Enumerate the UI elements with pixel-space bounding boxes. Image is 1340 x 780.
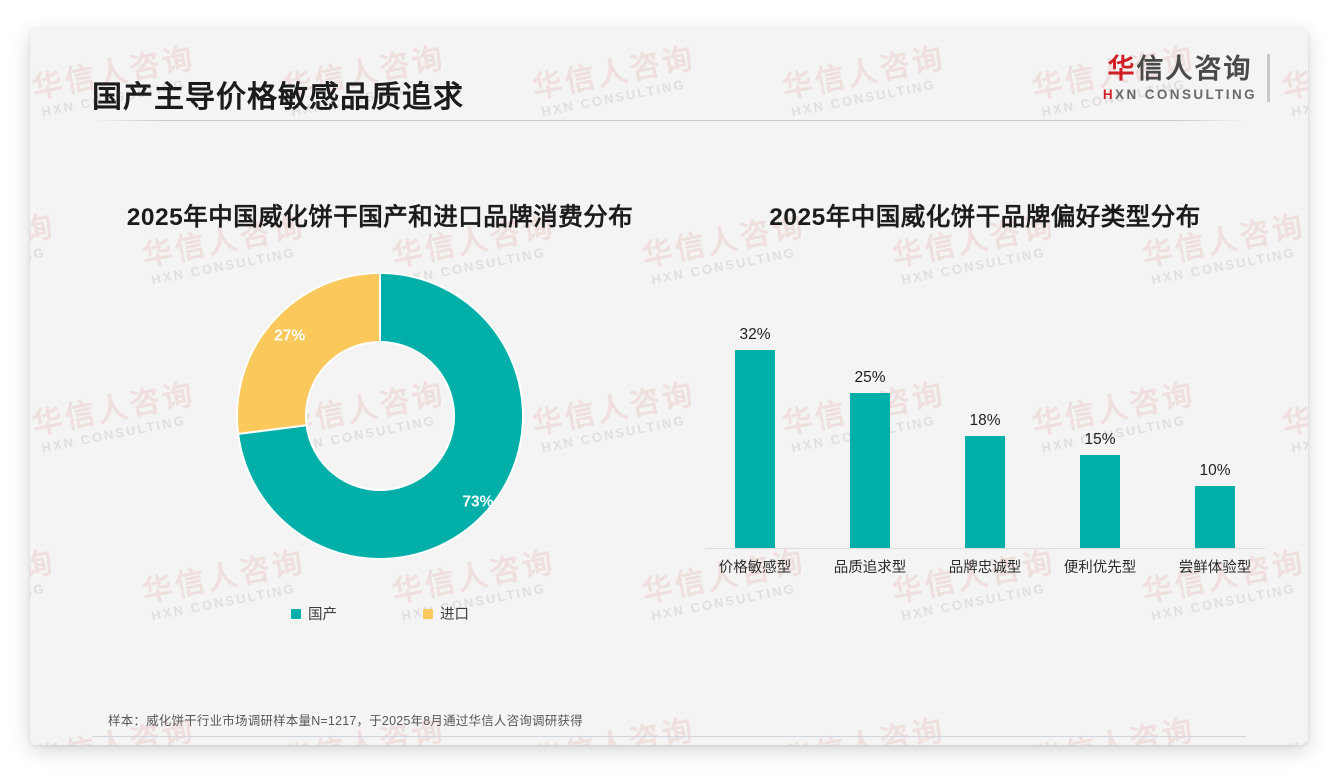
slide-body: 2025年中国威化饼干国产和进口品牌消费分布 73% 27% 国产 进口 bbox=[30, 148, 1308, 688]
bar-value-label: 25% bbox=[854, 369, 886, 386]
pie-chart-title: 2025年中国威化饼干国产和进口品牌消费分布 bbox=[126, 204, 634, 231]
bar-value-label: 15% bbox=[1084, 431, 1116, 448]
footer-divider bbox=[92, 736, 1246, 737]
donut-slice-imported[interactable] bbox=[236, 271, 381, 436]
bar-column: 18% bbox=[935, 270, 1035, 548]
bar-category-label: 价格敏感型 bbox=[718, 560, 792, 576]
donut-svg: 73% 27% bbox=[236, 271, 524, 560]
pie-legend: 国产 进口 bbox=[291, 603, 469, 624]
bar-value-label: 32% bbox=[739, 325, 771, 343]
bar-rect[interactable] bbox=[735, 349, 775, 548]
bar-column: 32% bbox=[705, 270, 805, 548]
donut-slice-domestic[interactable] bbox=[237, 271, 524, 560]
bar-rect[interactable] bbox=[965, 436, 1005, 548]
slide-footer: ©2025.10 HXR华信人咨询 www.hxrcon.com bbox=[30, 740, 1308, 745]
bar-category-label: 品牌忠诚型 bbox=[948, 560, 1022, 576]
bar-category-label: 尝鲜体验型 bbox=[1178, 560, 1252, 576]
chart-panel-bar: 2025年中国威化饼干品牌偏好类型分布 32% 25% 18% 15% 10% 价格敏感… bbox=[685, 148, 1285, 688]
chart-panel-pie: 2025年中国威化饼干国产和进口品牌消费分布 73% 27% 国产 进口 bbox=[75, 148, 685, 688]
slide-header: 国产主导价格敏感品质追求 华信人咨询 HXN CONSULTING bbox=[30, 28, 1308, 120]
bar-value-label: 10% bbox=[1199, 462, 1231, 479]
brand-logo-cn-highlight: 华 bbox=[1107, 54, 1137, 84]
brand-logo-en: HXN CONSULTING bbox=[1103, 87, 1257, 102]
header-divider bbox=[92, 120, 1246, 121]
page-title: 国产主导价格敏感品质追求 bbox=[92, 81, 464, 114]
brand-logo-en-highlight: H bbox=[1102, 87, 1116, 103]
slide-card: 华信人咨询 HXN CONSULTING 华信人咨询 HXN CONSULTING 华信… bbox=[30, 28, 1308, 745]
brand-logo: 华信人咨询 HXN CONSULTING bbox=[1103, 54, 1270, 103]
brand-logo-en-rest: XN CONSULTING bbox=[1115, 87, 1257, 103]
bar-chart-title: 2025年中国威化饼干品牌偏好类型分布 bbox=[769, 204, 1201, 231]
legend-item-imported[interactable]: 进口 bbox=[423, 603, 469, 624]
legend-label-domestic: 国产 bbox=[308, 607, 337, 623]
bar-rect[interactable] bbox=[1195, 486, 1235, 548]
legend-item-domestic[interactable]: 国产 bbox=[291, 603, 337, 624]
bar-value-label: 18% bbox=[969, 412, 1001, 430]
legend-label-imported: 进口 bbox=[440, 607, 469, 623]
bar-category-label: 便利优先型 bbox=[1063, 560, 1137, 576]
brand-logo-cn: 华信人咨询 bbox=[1103, 54, 1257, 85]
bar-rect[interactable] bbox=[850, 393, 890, 548]
legend-swatch-icon-imported bbox=[423, 608, 433, 619]
bar-chart-axis-line bbox=[705, 548, 1265, 549]
bar-chart-category-labels: 价格敏感型 品质追求型 品牌忠诚型 便利优先型 尝鲜体验型 bbox=[705, 556, 1265, 577]
bar-column: 10% bbox=[1165, 270, 1265, 548]
legend-swatch-icon-domestic bbox=[291, 608, 301, 619]
donut-chart: 73% 27% bbox=[230, 266, 530, 566]
bar-column: 15% bbox=[1050, 270, 1150, 548]
bar-column: 25% bbox=[820, 270, 920, 548]
donut-slice-label-domestic: 73% bbox=[462, 493, 493, 510]
sample-footnote: 样本：威化饼干行业市场调研样本量N=1217，于2025年8月通过华信人咨询调研… bbox=[108, 714, 583, 728]
donut-slice-label-imported: 27% bbox=[274, 327, 305, 344]
bar-chart: 32% 25% 18% 15% 10% 价格敏感型 品质追求型 品牌忠诚型 便利优先型 尝鲜体验… bbox=[705, 270, 1265, 600]
bar-plot-area: 32% 25% 18% 15% 10% bbox=[705, 270, 1265, 548]
bar-rect[interactable] bbox=[1080, 455, 1120, 548]
bar-category-label: 品质追求型 bbox=[833, 560, 907, 576]
brand-logo-cn-rest: 信人咨询 bbox=[1136, 54, 1253, 84]
